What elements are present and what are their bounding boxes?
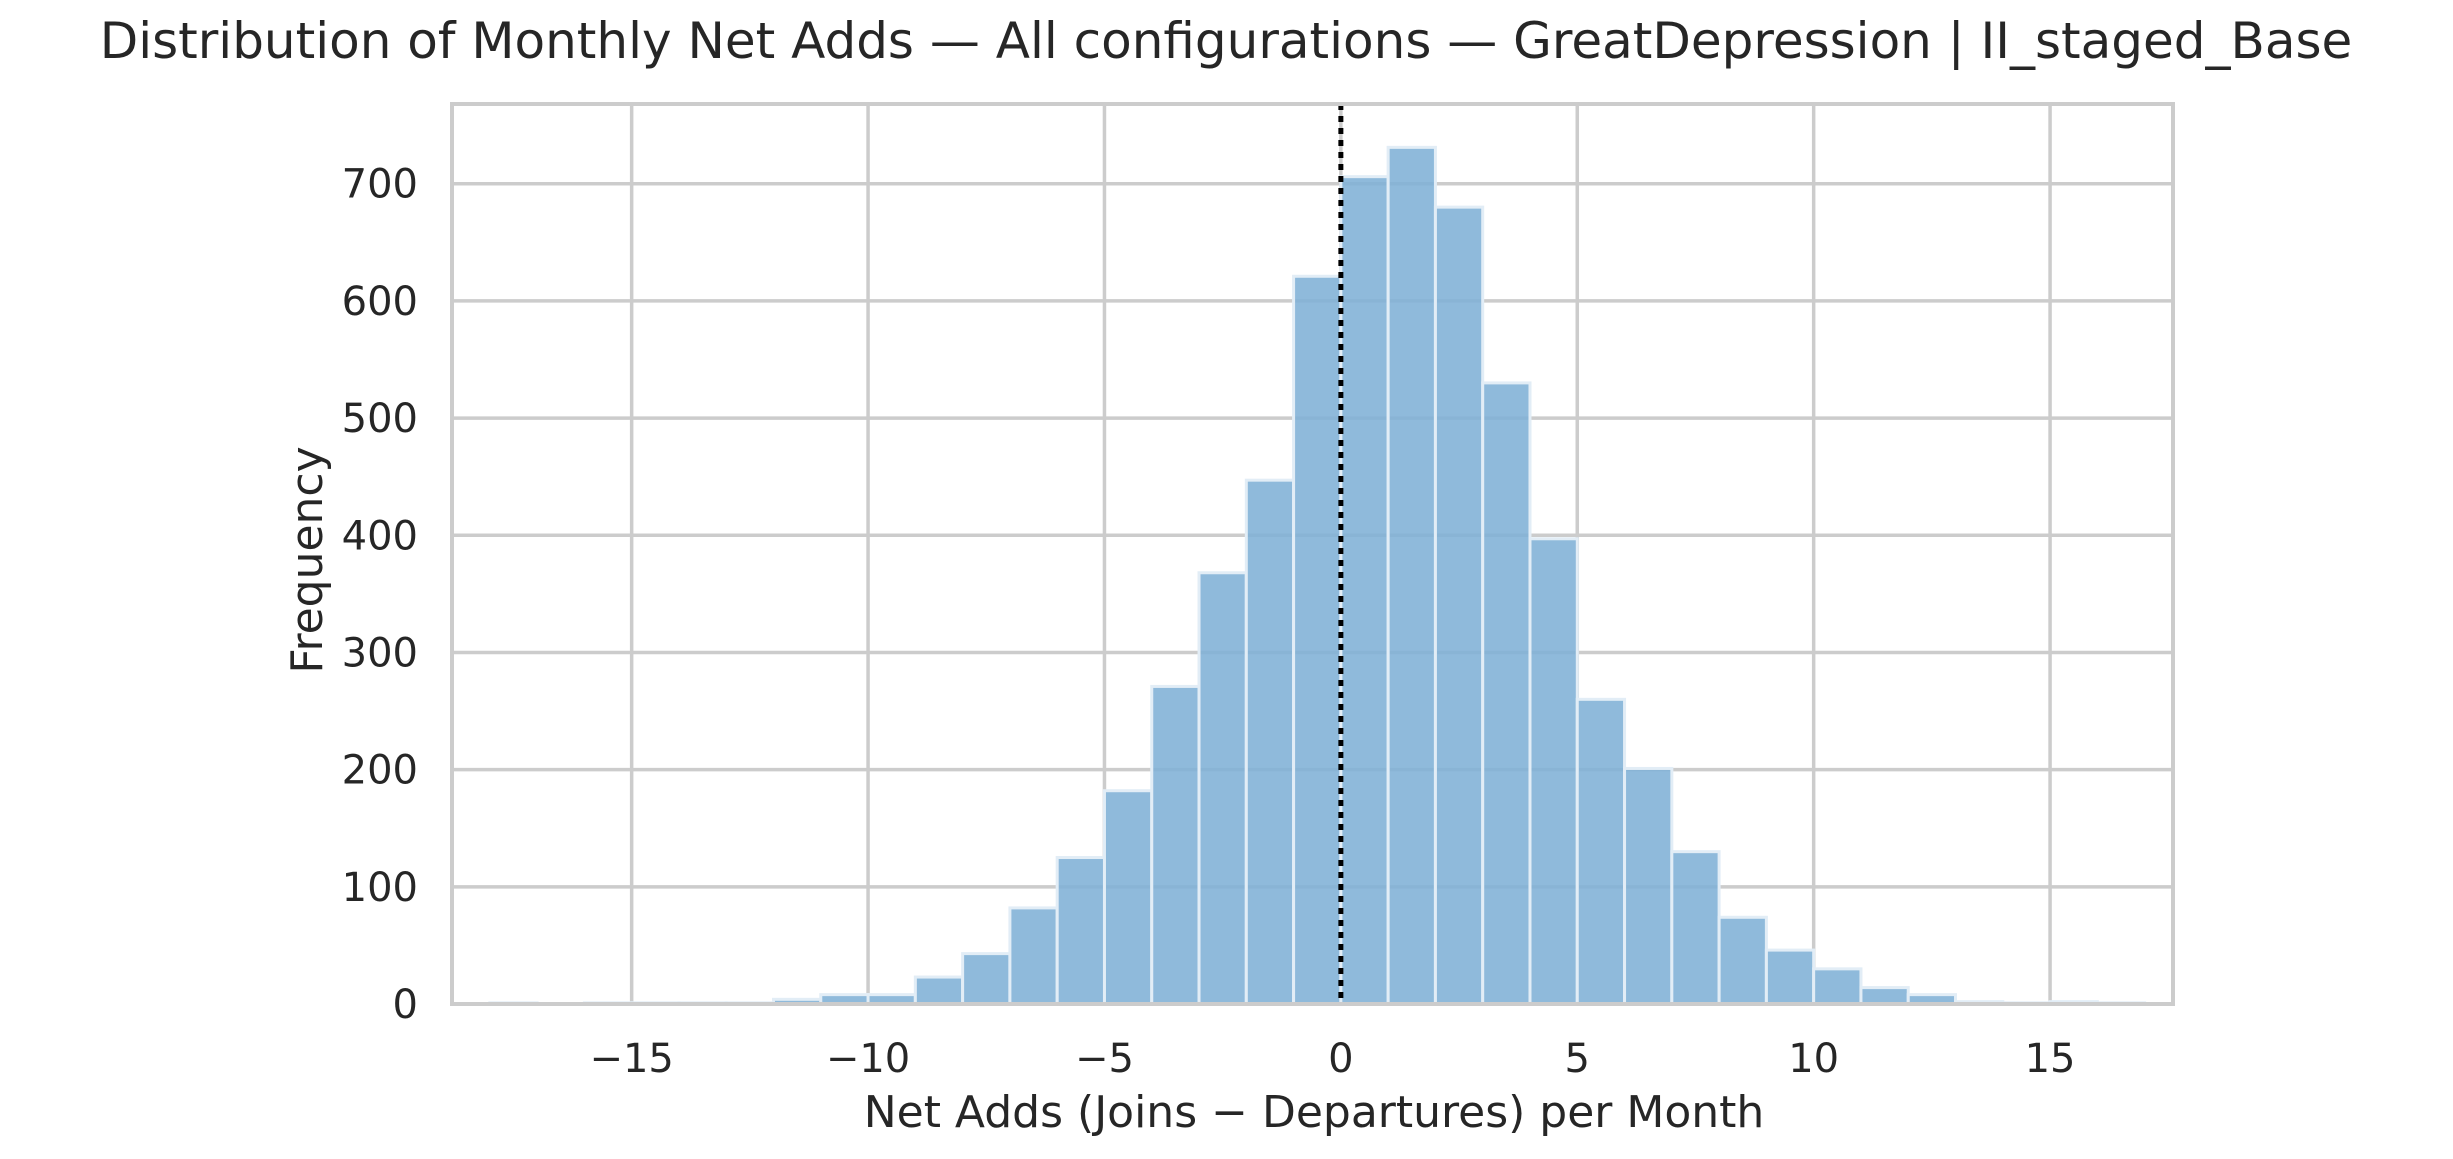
- histogram-bar: [1670, 850, 1721, 1006]
- y-axis-label: Frequency: [282, 446, 333, 673]
- y-tick-label: 500: [342, 396, 418, 442]
- histogram-bar: [1717, 915, 1768, 1006]
- histogram-bar: [1244, 478, 1296, 1006]
- x-axis-label: Net Adds (Joins − Departures) per Month: [864, 1087, 1765, 1138]
- histogram-bar: [1386, 145, 1437, 1006]
- histogram-bar: [961, 952, 1012, 1006]
- x-tick-labels: −15 −10 −5 0 5 10 15: [589, 1036, 2075, 1082]
- x-tick-label: 0: [1328, 1036, 1353, 1082]
- histogram-bar: [1008, 906, 1059, 1006]
- histogram-bar: [1764, 948, 1816, 1006]
- x-tick-label: −15: [589, 1036, 673, 1082]
- chart-title: Distribution of Monthly Net Adds — All c…: [100, 12, 2353, 70]
- axes-frame: [450, 102, 2175, 1006]
- y-tick-label: 0: [393, 982, 418, 1028]
- histogram-bar: [1575, 697, 1627, 1006]
- histogram-bar: [1102, 789, 1154, 1006]
- y-tick-label: 300: [342, 630, 418, 676]
- y-tick-label: 600: [342, 279, 418, 325]
- x-tick-label: 5: [1565, 1036, 1590, 1082]
- histogram-bar: [1055, 856, 1106, 1006]
- y-tick-labels: 0 100 200 300 400 500 600 700: [342, 162, 418, 1028]
- histogram-bar: [1292, 274, 1343, 1006]
- histogram-bar: [1481, 381, 1532, 1006]
- x-tick-label: −10: [826, 1036, 910, 1082]
- histogram-bar: [1197, 571, 1248, 1006]
- histogram-bar: [1623, 766, 1674, 1006]
- histogram-bar: [913, 975, 965, 1006]
- y-tick-label: 700: [342, 162, 418, 208]
- axes-border: [450, 102, 2175, 1006]
- x-tick-label: 10: [1788, 1036, 1839, 1082]
- histogram-bar: [1859, 986, 1910, 1006]
- x-tick-label: 15: [2025, 1036, 2076, 1082]
- histogram-bar: [1433, 205, 1485, 1006]
- histogram-bar: [1812, 967, 1863, 1006]
- histogram-bar: [1528, 537, 1579, 1006]
- histogram-bar: [1150, 684, 1201, 1006]
- y-tick-label: 400: [342, 513, 418, 559]
- histogram-bar: [1339, 175, 1390, 1006]
- y-tick-label: 100: [342, 865, 418, 911]
- y-tick-label: 200: [342, 748, 418, 794]
- x-tick-label: −5: [1075, 1036, 1134, 1082]
